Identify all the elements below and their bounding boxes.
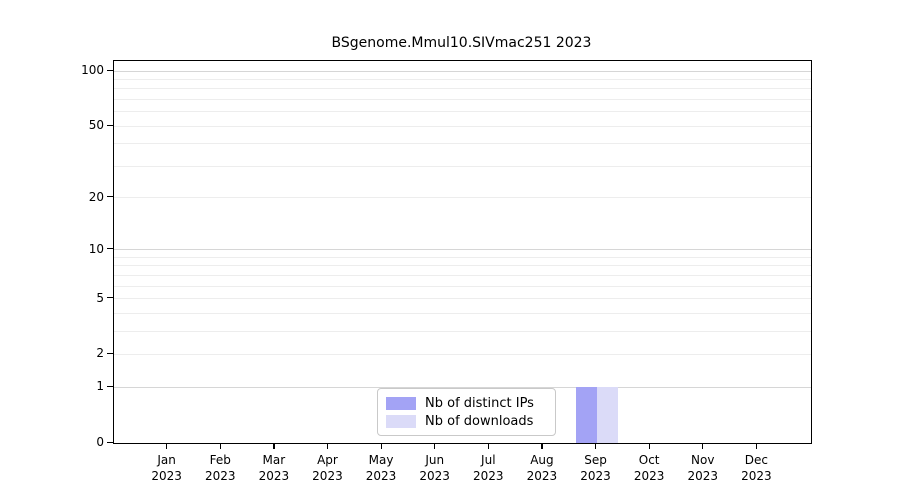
x-tick-label: Aug 2023: [526, 453, 558, 483]
chart-legend: Nb of distinct IPs Nb of downloads: [377, 388, 556, 436]
y-tick-label: 5: [96, 290, 104, 305]
y-tick-mark: [107, 124, 113, 126]
y-tick-label: 50: [88, 118, 104, 133]
x-tick-mark: [595, 443, 597, 449]
y-tick-mark: [107, 352, 113, 355]
chart-title: BSgenome.Mmul10.SIVmac251 2023: [331, 35, 592, 51]
x-tick-label: Oct 2023: [633, 453, 665, 483]
y-gridline-minor: [114, 143, 811, 145]
bar-distinct-ips: [575, 387, 597, 443]
plot-area: Nb of distinct IPs Nb of downloads: [113, 60, 812, 444]
x-tick-label: Feb 2023: [204, 453, 236, 483]
x-tick-mark: [541, 443, 543, 449]
bar-downloads: [596, 387, 618, 443]
y-tick-label: 10: [88, 241, 104, 256]
y-tick-mark: [107, 69, 113, 71]
legend-label: Nb of downloads: [425, 413, 534, 429]
x-tick-mark: [380, 443, 382, 449]
x-tick-label: May 2023: [365, 453, 397, 483]
y-gridline-minor: [114, 88, 811, 90]
y-gridline-minor: [114, 78, 811, 80]
y-tick-mark: [107, 385, 113, 387]
y-gridline-major: [114, 249, 811, 251]
x-tick-label: Nov 2023: [687, 453, 719, 483]
legend-label: Nb of distinct IPs: [425, 395, 534, 411]
legend-entry-downloads: Nb of downloads: [378, 414, 555, 429]
x-tick-mark: [648, 443, 650, 449]
y-gridline-major: [114, 70, 811, 72]
y-gridline-minor: [114, 312, 811, 314]
y-gridline-minor: [114, 265, 811, 267]
y-gridline-minor: [114, 298, 811, 300]
y-tick-mark: [107, 196, 113, 198]
y-gridline-minor: [114, 125, 811, 127]
x-tick-label: Sep 2023: [580, 453, 611, 483]
y-gridline-minor: [114, 330, 811, 332]
y-gridline-minor: [114, 256, 811, 258]
y-tick-mark: [107, 441, 113, 443]
x-tick-mark: [273, 443, 275, 449]
y-gridline-major: [114, 386, 811, 388]
y-tick-mark: [107, 297, 113, 299]
distinct-ips-swatch: [386, 396, 416, 410]
x-tick-mark: [755, 443, 758, 449]
y-tick-label: 1: [96, 379, 104, 394]
x-tick-label: Jul 2023: [473, 453, 504, 483]
x-tick-mark: [326, 443, 329, 449]
x-tick-label: Mar 2023: [258, 453, 290, 483]
y-gridline-minor: [114, 111, 811, 113]
y-gridline-minor: [114, 285, 811, 287]
y-gridline-minor: [114, 274, 811, 276]
x-tick-label: Jun 2023: [419, 453, 450, 483]
x-tick-mark: [702, 443, 704, 449]
y-gridline-minor: [114, 353, 811, 355]
x-tick-mark: [487, 443, 489, 449]
y-tick-label: 2: [96, 346, 104, 361]
y-gridline-minor: [114, 98, 811, 100]
y-tick-label: 100: [81, 63, 104, 77]
x-tick-mark: [219, 443, 221, 449]
legend-entry-distinct-ips: Nb of distinct IPs: [378, 396, 555, 411]
y-gridline-minor: [114, 197, 811, 199]
x-tick-mark: [434, 443, 436, 449]
x-tick-mark: [166, 443, 168, 449]
x-tick-label: Dec 2023: [741, 453, 772, 483]
downloads-swatch: [386, 414, 416, 428]
y-tick-label: 0: [96, 435, 104, 449]
y-gridline-minor: [114, 165, 811, 167]
x-tick-label: Jan 2023: [151, 453, 182, 483]
x-tick-label: Apr 2023: [312, 453, 343, 483]
y-tick-label: 20: [88, 189, 104, 204]
y-tick-mark: [107, 248, 113, 250]
